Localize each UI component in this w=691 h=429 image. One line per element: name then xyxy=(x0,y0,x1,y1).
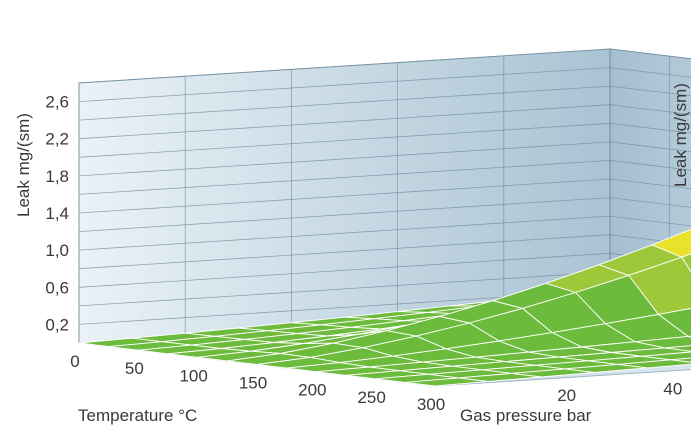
z-axis-title-right: Leak mg/(sm) xyxy=(671,83,690,187)
z-tick-label-left: 0,2 xyxy=(45,315,69,334)
z-tick-label-left: 1,8 xyxy=(45,167,69,186)
x-tick-label: 300 xyxy=(417,395,445,414)
z-tick-label-left: 1,4 xyxy=(45,204,69,223)
y-axis-title: Gas pressure bar xyxy=(460,406,592,425)
z-axis-title-left: Leak mg/(sm) xyxy=(14,113,33,217)
z-tick-label-left: 2,6 xyxy=(45,93,69,112)
x-tick-label: 50 xyxy=(125,359,144,378)
data-surface xyxy=(78,228,691,387)
z-tick-label-left: 0,6 xyxy=(45,278,69,297)
tick-labels: 050100150200250300204060801000,20,61,01,… xyxy=(45,93,682,414)
surface-cell xyxy=(404,377,489,387)
z-tick-label-left: 1,0 xyxy=(45,241,69,260)
x-tick-label: 200 xyxy=(298,381,326,400)
x-tick-label: 0 xyxy=(70,352,79,371)
y-tick-label: 40 xyxy=(663,379,682,398)
z-tick-label-left: 2,2 xyxy=(45,130,69,149)
y-tick-label: 20 xyxy=(557,386,576,405)
x-axis-title: Temperature °C xyxy=(78,406,197,425)
x-tick-label: 100 xyxy=(179,366,207,385)
x-tick-label: 250 xyxy=(357,388,385,407)
x-tick-label: 150 xyxy=(239,374,267,393)
